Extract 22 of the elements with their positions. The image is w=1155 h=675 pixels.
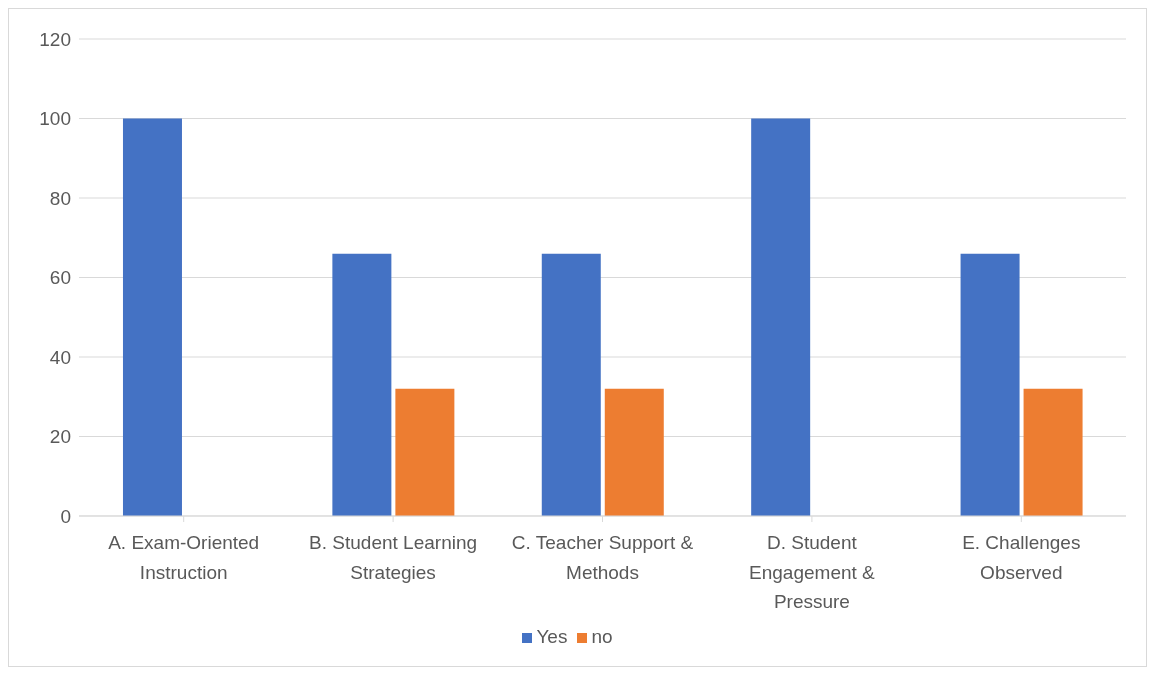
- bar: [332, 253, 392, 516]
- bar: [541, 253, 601, 516]
- bar: [395, 388, 455, 516]
- legend-label: no: [591, 626, 613, 647]
- y-tick-label: 120: [39, 28, 71, 50]
- bar: [604, 388, 664, 516]
- x-tick-label: C. Teacher Support & Methods: [511, 532, 694, 583]
- y-tick-label: 80: [49, 187, 71, 209]
- x-tick-label: B. Student Learning Strategies: [309, 532, 478, 583]
- x-tick-label: E. Challenges Observed: [962, 532, 1081, 583]
- x-tick-label: A. Exam-Oriented Instruction: [108, 532, 260, 583]
- bar: [1023, 388, 1083, 516]
- x-tick-label: D. Student Engagement & Pressure: [749, 532, 876, 612]
- bar: [960, 253, 1020, 516]
- legend-label: Yes: [536, 626, 568, 647]
- y-tick-label: 40: [49, 346, 71, 368]
- y-tick-label: 20: [49, 426, 71, 448]
- bar: [122, 118, 182, 516]
- y-tick-label: 100: [39, 108, 71, 130]
- y-tick-label: 0: [60, 505, 71, 527]
- y-tick-label: 60: [49, 267, 71, 289]
- bar: [751, 118, 811, 516]
